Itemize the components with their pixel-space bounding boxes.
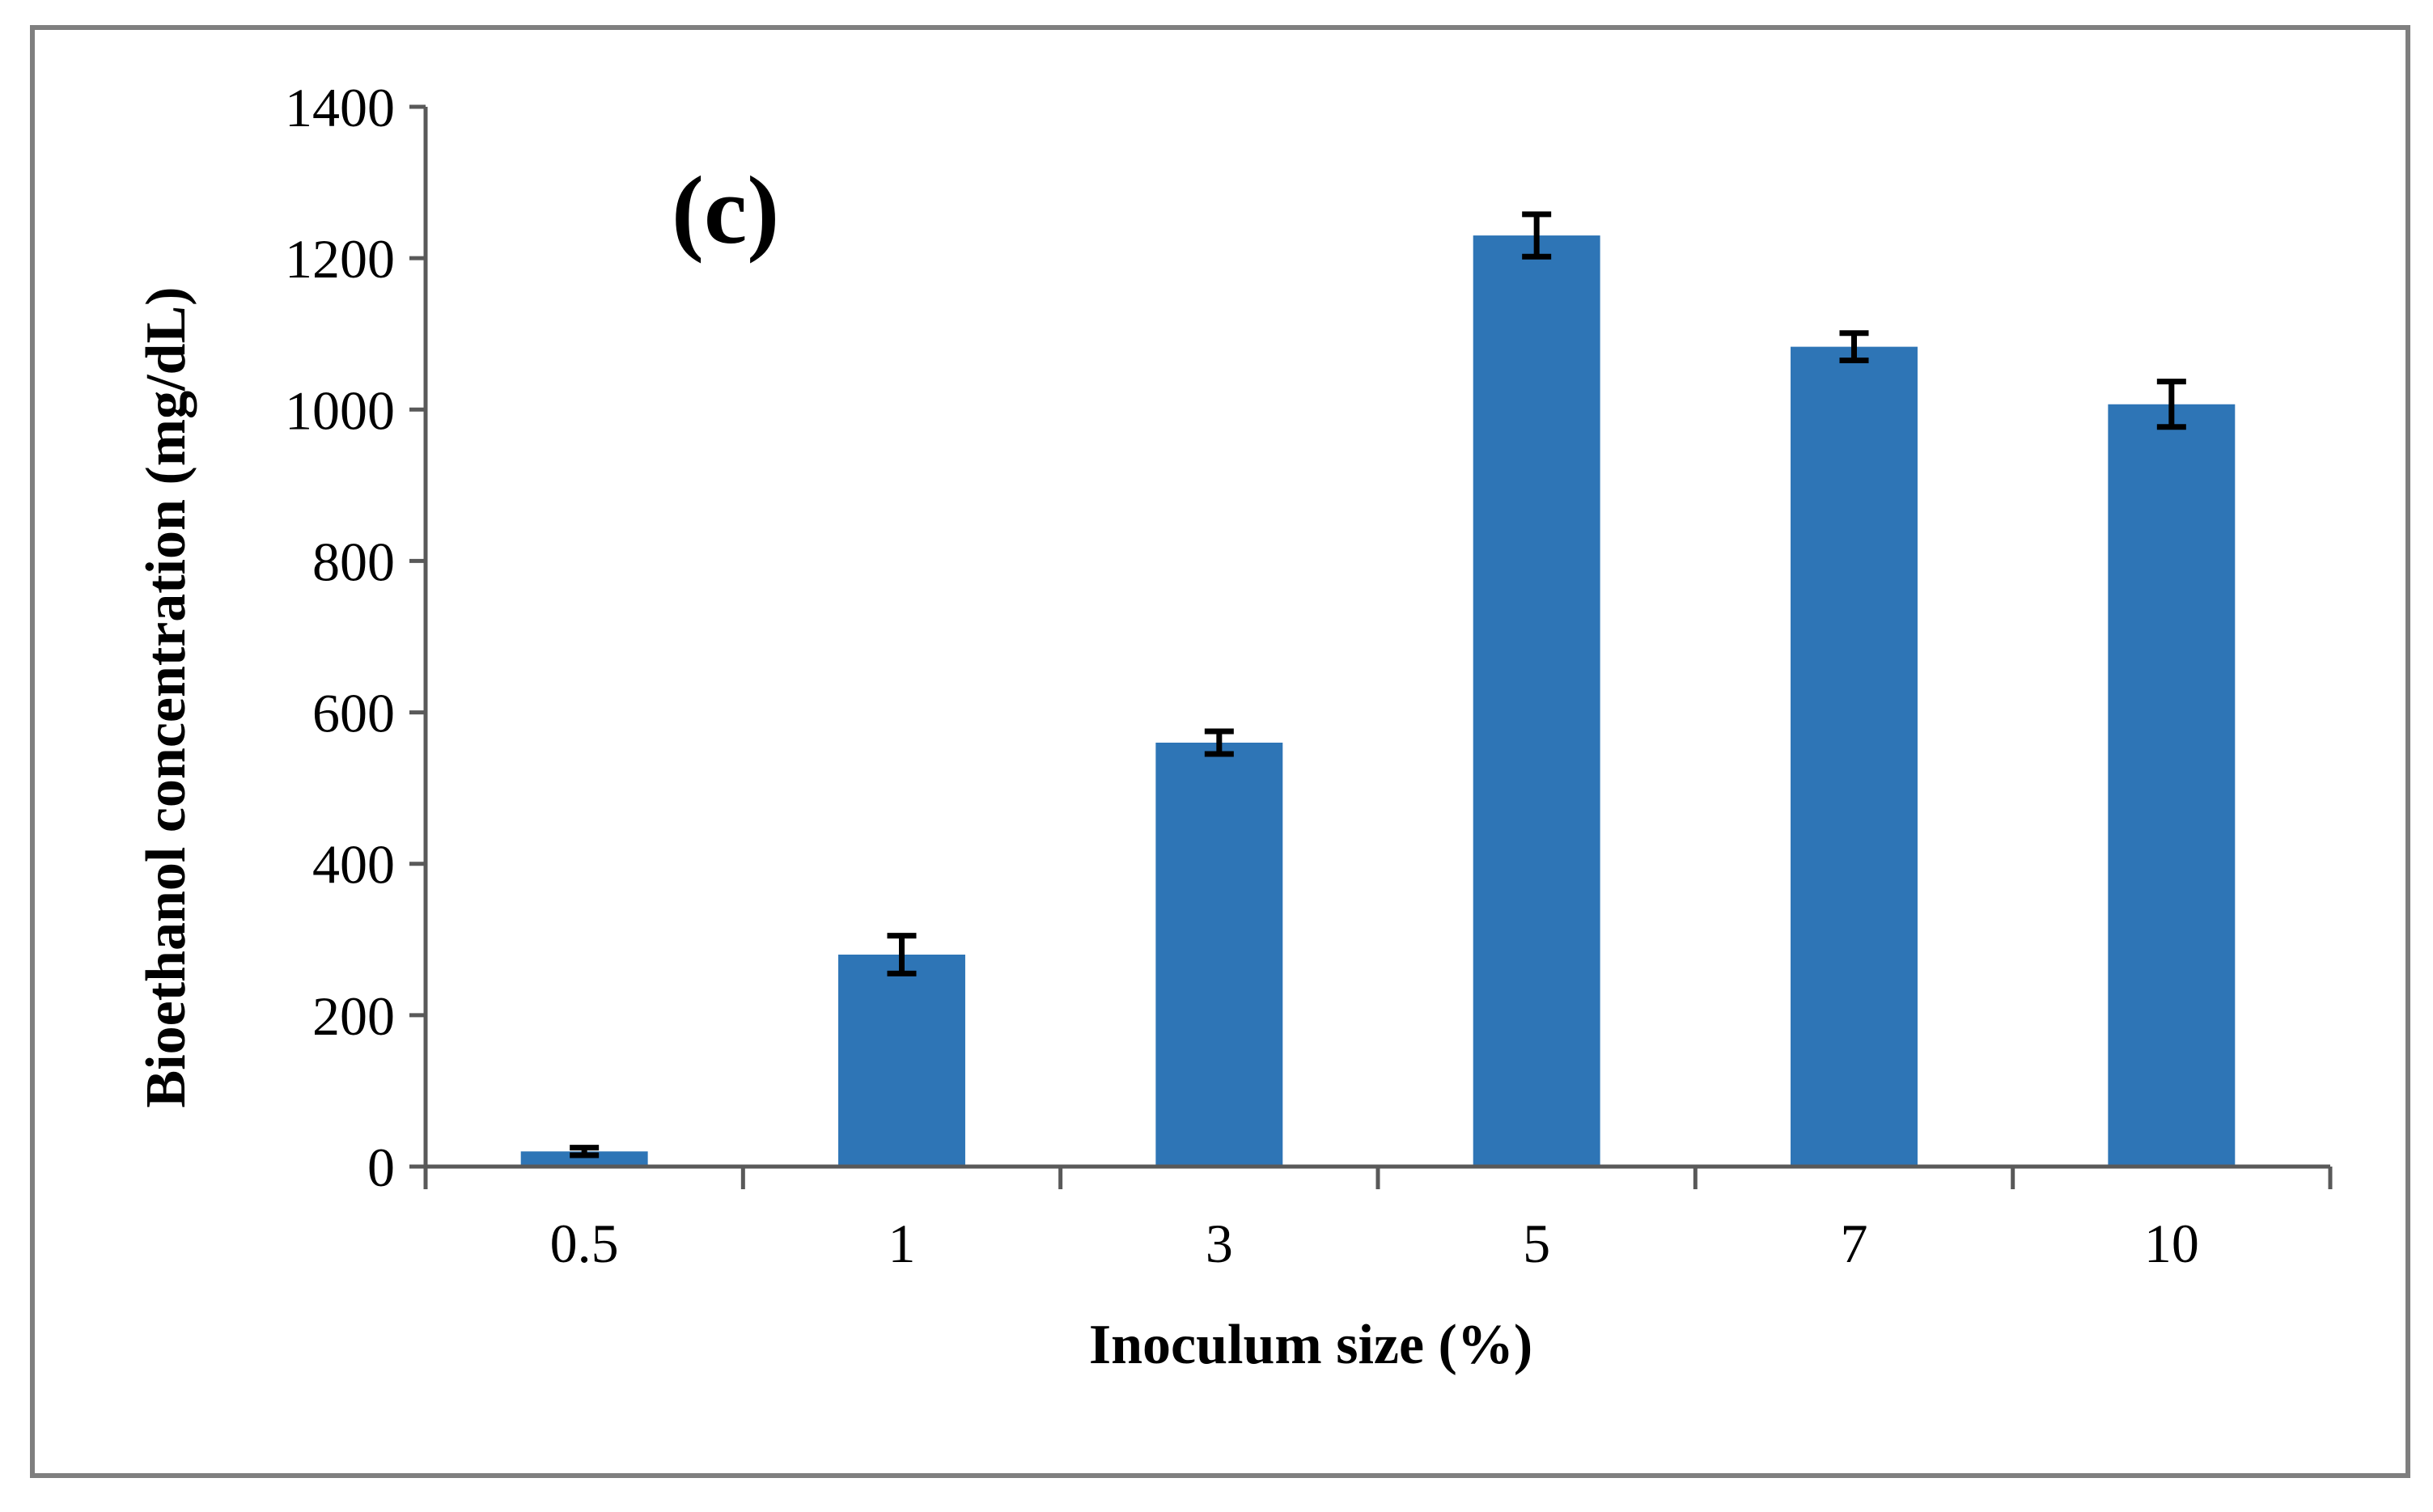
x-tick-label: 0.5 <box>550 1213 619 1274</box>
x-tick-label: 5 <box>1523 1213 1550 1274</box>
bars <box>520 235 2236 1167</box>
x-axis-ticks: 0.5 1 3 5 7 10 <box>423 1167 2333 1274</box>
bar-1 <box>838 955 965 1167</box>
x-axis-title: Inoculum size (%) <box>1089 1314 1532 1376</box>
x-tick-label: 7 <box>1841 1213 1868 1274</box>
x-tick-label: 10 <box>2144 1213 2199 1274</box>
y-tick-label: 1400 <box>285 77 395 138</box>
bar-5 <box>1473 235 1600 1167</box>
x-tick-label: 1 <box>888 1213 916 1274</box>
bar-3 <box>1155 743 1283 1167</box>
error-bars <box>570 211 2186 1158</box>
y-tick-label: 1000 <box>285 379 395 441</box>
y-axis-title: Bioethanol concentration (mg/dL) <box>135 287 197 1108</box>
y-tick-label: 400 <box>312 834 395 896</box>
y-tick-label: 0 <box>367 1137 395 1198</box>
bar-0.5 <box>520 1151 648 1167</box>
panel-label: (c) <box>672 156 779 264</box>
y-tick-label: 200 <box>312 985 395 1047</box>
y-tick-label: 600 <box>312 683 395 744</box>
bar-10 <box>2108 404 2236 1167</box>
bar-7 <box>1791 346 1918 1167</box>
y-axis-ticks: 0 200 400 600 800 1000 1200 1400 <box>285 77 426 1198</box>
x-tick-label: 3 <box>1206 1213 1233 1274</box>
y-tick-label: 1200 <box>285 228 395 290</box>
y-tick-label: 800 <box>312 531 395 592</box>
